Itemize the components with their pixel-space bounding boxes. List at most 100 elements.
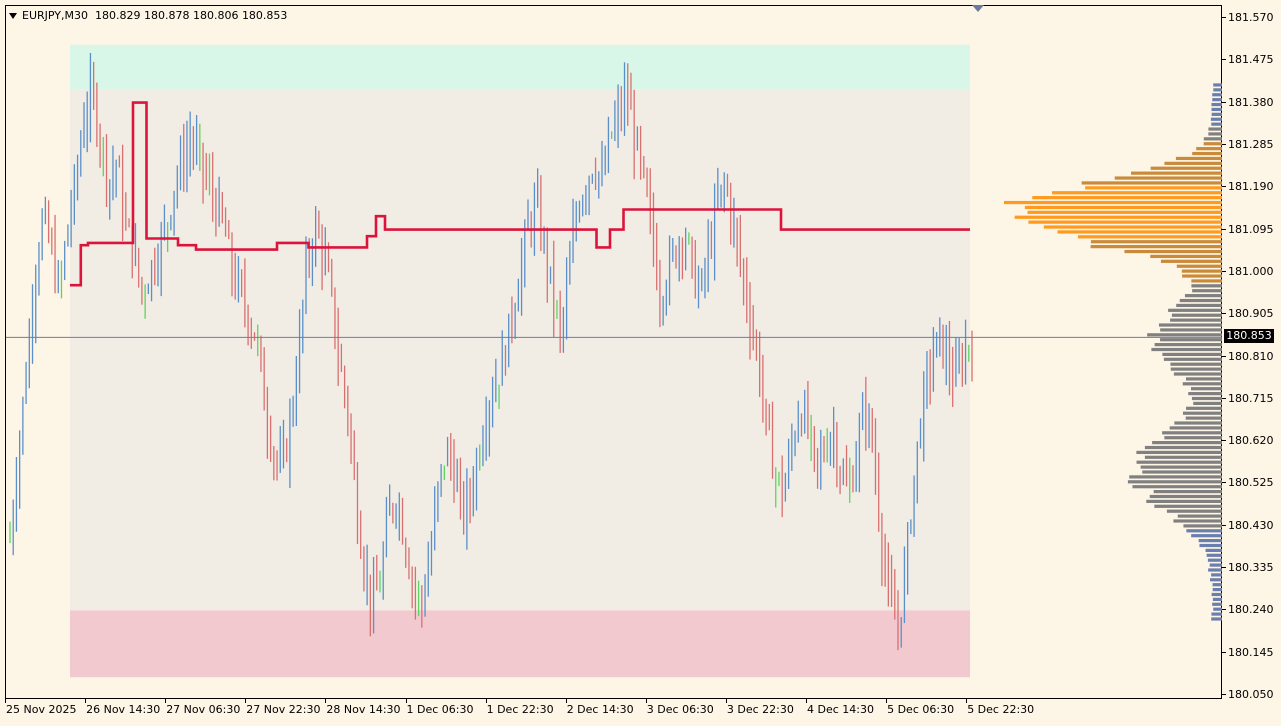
price-tick-mark [1222,143,1226,145]
price-chart[interactable] [6,6,1223,700]
price-tick-mark [1222,440,1226,442]
time-tick-label: 4 Dec 14:30 [807,703,874,716]
volume-profile-bar [1199,543,1222,548]
chart-area[interactable] [5,5,1223,700]
price-tick-mark [1222,567,1226,569]
volume-profile-bar [1212,583,1222,587]
volume-profile-bar [1043,225,1222,229]
volume-profile-bar [1131,171,1222,175]
volume-profile-bar [1185,416,1222,420]
volume-profile-bar [1191,284,1222,288]
volume-profile-bar [1170,362,1222,366]
volume-profile-bar [1114,176,1222,180]
price-tick-label: 180.050 [1228,688,1274,701]
volume-profile-bar [1004,200,1222,205]
volume-profile-bar [1206,553,1222,557]
time-tick-label: 3 Dec 06:30 [646,703,714,716]
price-tick-label: 180.335 [1228,561,1274,575]
volume-profile-bar [1198,538,1222,543]
price-tick-mark [1222,270,1226,272]
volume-profile-bar [1164,436,1222,440]
volume-profile-bar [1124,249,1222,254]
time-axis[interactable]: 25 Nov 2025 26 Nov 14:30 27 Nov 06:30 27 No… [0,699,1281,726]
price-tick-label: 180.145 [1228,645,1274,659]
volume-profile-bar [1028,220,1222,224]
volume-profile-bar [1032,196,1222,200]
volume-profile-bar [1027,210,1222,214]
volume-profile-bar [1212,93,1222,97]
volume-profile-bar [1186,529,1222,533]
volume-profile-bar [1211,112,1222,116]
price-tick-label: 181.475 [1228,53,1274,67]
price-tick-label: 181.000 [1228,264,1274,278]
volume-profile-bar [1163,357,1222,361]
volume-profile-bar [1174,421,1222,425]
volume-profile-bar [1129,475,1222,479]
volume-profile-bar [1179,298,1222,303]
volume-profile-bar [1184,294,1222,298]
volume-profile-bar [1203,137,1222,141]
volume-profile-bar [1090,240,1222,244]
volume-profile-bar [1014,215,1222,219]
volume-profile-bar [1191,396,1222,401]
volume-profile-bar [1052,191,1222,195]
time-tick-mark [806,699,807,703]
volume-profile-bar [1160,338,1222,342]
volume-profile-bar [1136,450,1222,455]
volume-profile-bar [1207,558,1222,562]
volume-profile-bar [1081,181,1222,185]
price-tick-label: 180.430 [1228,518,1274,532]
chart-shift-marker-icon[interactable] [972,5,984,12]
volume-profile-bar [1173,519,1222,523]
dropdown-triangle-icon[interactable] [9,13,17,19]
volume-profile-bar [1132,485,1222,489]
volume-profile-bar [1162,431,1222,435]
price-tick-mark [1222,228,1226,230]
ohlc-values: 180.829 180.878 180.806 180.853 [94,9,288,22]
volume-profile-bar [1213,83,1222,87]
price-tick-label: 180.525 [1228,476,1274,490]
price-tick-label: 180.240 [1228,603,1274,617]
volume-profile-bar [1211,592,1222,597]
price-tick-label: 180.810 [1228,349,1274,363]
price-tick-mark [1222,482,1226,484]
volume-profile-bar [1176,264,1222,268]
volume-profile-bar [1144,445,1222,450]
volume-profile-bar [1210,117,1222,121]
volume-profile-bar [1208,132,1222,136]
price-tick-mark [1222,524,1226,526]
volume-profile-bar [1024,205,1222,210]
volume-profile-bar [1160,259,1222,263]
volume-profile-bar [1203,142,1222,146]
volume-profile-bar [1150,254,1222,259]
price-tick-label: 180.620 [1228,434,1274,448]
symbol-label: EURJPY,M30 [22,9,88,22]
time-tick-label: 2 Dec 14:30 [566,703,634,716]
volume-profile-bar [1170,318,1222,322]
volume-profile-bar [1186,406,1222,410]
volume-profile-bar [1191,534,1222,538]
time-tick-label: 5 Dec 06:30 [887,703,955,716]
volume-profile-bar [1140,465,1222,469]
price-tick-label: 181.380 [1228,95,1274,109]
volume-profile-bar [1160,328,1222,332]
price-tick-mark [1222,101,1226,103]
price-tick-mark [1222,186,1226,188]
price-tick-label: 180.715 [1228,391,1274,405]
volume-profile-bar [1212,98,1222,102]
volume-profile-bar [1192,151,1222,156]
volume-profile-bar [1182,411,1222,415]
volume-profile-bar [1211,573,1222,577]
volume-profile-bar [1191,279,1222,283]
volume-profile-bar [1090,245,1222,249]
volume-profile-bar [1211,612,1222,616]
volume-profile-bar [1136,460,1222,464]
time-tick-mark [485,699,487,703]
time-tick-mark [886,699,888,703]
volume-profile-bar [1188,392,1222,396]
volume-profile-bar [1211,107,1222,112]
volume-profile-bar [1151,347,1222,352]
price-axis[interactable]: 181.570 181.475 181.380 181.285 181.190 181.0… [1222,5,1281,701]
volume-profile-bar [1213,88,1222,92]
time-tick-mark [405,699,407,703]
